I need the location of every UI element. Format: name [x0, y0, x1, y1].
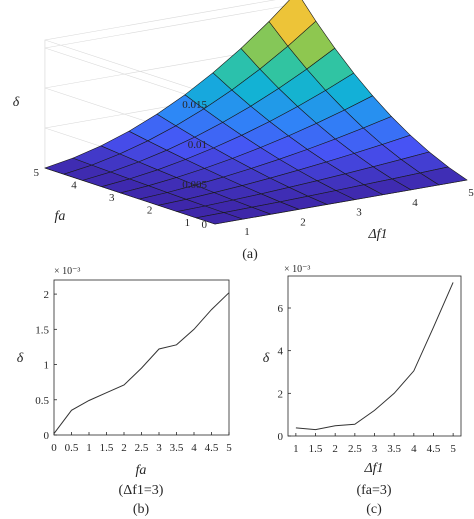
z-tick-label: 0.01 [188, 139, 207, 151]
x-tick-label: 1.5 [100, 442, 114, 454]
y-tick-label: 6 [278, 303, 284, 315]
y-axis-label: fa [55, 209, 66, 224]
x-tick-label: 4.5 [427, 443, 441, 455]
y-tick-label: 5 [34, 167, 40, 179]
ticks-c: 1 1.5 2 2.5 3 3.5 4 4.5 5 0 2 4 6 [278, 303, 457, 455]
z-axis-label: δ [13, 95, 20, 110]
z-tick-label: 0 [202, 219, 208, 231]
surface-patch [419, 166, 468, 186]
subtitle-c: (fa=3) [356, 483, 391, 498]
y-tick-label: 2 [278, 388, 284, 400]
x-tick-label: 0.5 [65, 442, 79, 454]
y-exponent-b: × 10⁻³ [54, 266, 80, 277]
x-tick-label: 3.5 [170, 442, 184, 454]
x-tick-label: 3.5 [387, 443, 401, 455]
z-tick-label: 0.015 [182, 99, 207, 111]
y-exponent-c: × 10⁻³ [284, 264, 310, 275]
y-axis-label-b: δ [17, 351, 24, 366]
x-tick-label: 1 [86, 442, 92, 454]
surface-ticks: 0 0.005 0.01 0.015 1 2 3 4 5 1 2 3 4 5 [34, 99, 474, 238]
y-axis-label-c: δ [263, 351, 270, 366]
surface-plot: 0 0.005 0.01 0.015 1 2 3 4 5 1 2 3 4 5 δ fa Δf1 (a) [13, 0, 474, 262]
plot-frame-c [287, 275, 462, 437]
y-tick-label: 1 [44, 360, 50, 372]
x-tick-label: 4 [191, 442, 197, 454]
x-tick-label: 5 [226, 442, 232, 454]
line-plot-c: 1 1.5 2 2.5 3 3.5 4 4.5 5 0 2 4 6 × 10⁻³ δ Δf1 (fa=3… [263, 264, 462, 517]
x-tick-label: 5 [450, 443, 456, 455]
y-tick-label: 1.5 [35, 324, 49, 336]
x-tick-label: 2 [300, 216, 306, 228]
y-tick-label: 0 [278, 431, 284, 443]
subtitle-b: (Δf1=3) [119, 483, 164, 498]
panel-caption-a: (a) [242, 247, 258, 262]
x-tick-label: 3 [356, 207, 362, 219]
y-tick-label: 4 [278, 346, 284, 358]
y-tick-label: 4 [71, 179, 77, 191]
x-tick-label: 2.5 [135, 442, 149, 454]
x-tick-label: 1.5 [309, 443, 323, 455]
surface-mesh [44, 0, 468, 225]
y-tick-label: 3 [109, 192, 115, 204]
x-tick-label: 4.5 [205, 442, 219, 454]
x-tick-label: 3 [372, 443, 378, 455]
series-line-c [295, 282, 454, 431]
series-line-b [53, 292, 230, 434]
x-tick-label: 1 [244, 226, 250, 238]
x-tick-label: 5 [468, 187, 474, 199]
x-axis-label-c: Δf1 [363, 461, 383, 476]
x-tick-label: 3 [156, 442, 162, 454]
x-tick-label: 4 [412, 197, 418, 209]
panel-caption-b: (b) [133, 502, 150, 517]
z-tick-label: 0.005 [182, 179, 207, 191]
z-grid-line [44, 3, 298, 105]
x-axis-label-b: fa [136, 463, 147, 478]
ticks-b: 0 0.5 1 1.5 2 2.5 3 3.5 4 4.5 5 0 0.5 1 1.5 2 [35, 289, 232, 454]
x-axis-label: Δf1 [367, 227, 387, 242]
x-tick-label: 4 [411, 443, 417, 455]
x-tick-label: 0 [51, 442, 57, 454]
y-tick-label: 2 [44, 289, 50, 301]
x-tick-label: 2 [121, 442, 127, 454]
panel-caption-c: (c) [366, 502, 382, 517]
y-tick-label: 0.5 [35, 395, 49, 407]
x-tick-label: 1 [293, 443, 299, 455]
plot-frame-b [53, 279, 230, 436]
y-tick-label: 1 [185, 217, 191, 229]
y-tick-label: 2 [147, 204, 153, 216]
y-tick-label: 0 [44, 430, 50, 442]
x-tick-label: 2 [332, 443, 338, 455]
x-tick-label: 2.5 [348, 443, 362, 455]
line-plot-b: 0 0.5 1 1.5 2 2.5 3 3.5 4 4.5 500.511.52 × 10⁻³ δ … [17, 266, 233, 517]
